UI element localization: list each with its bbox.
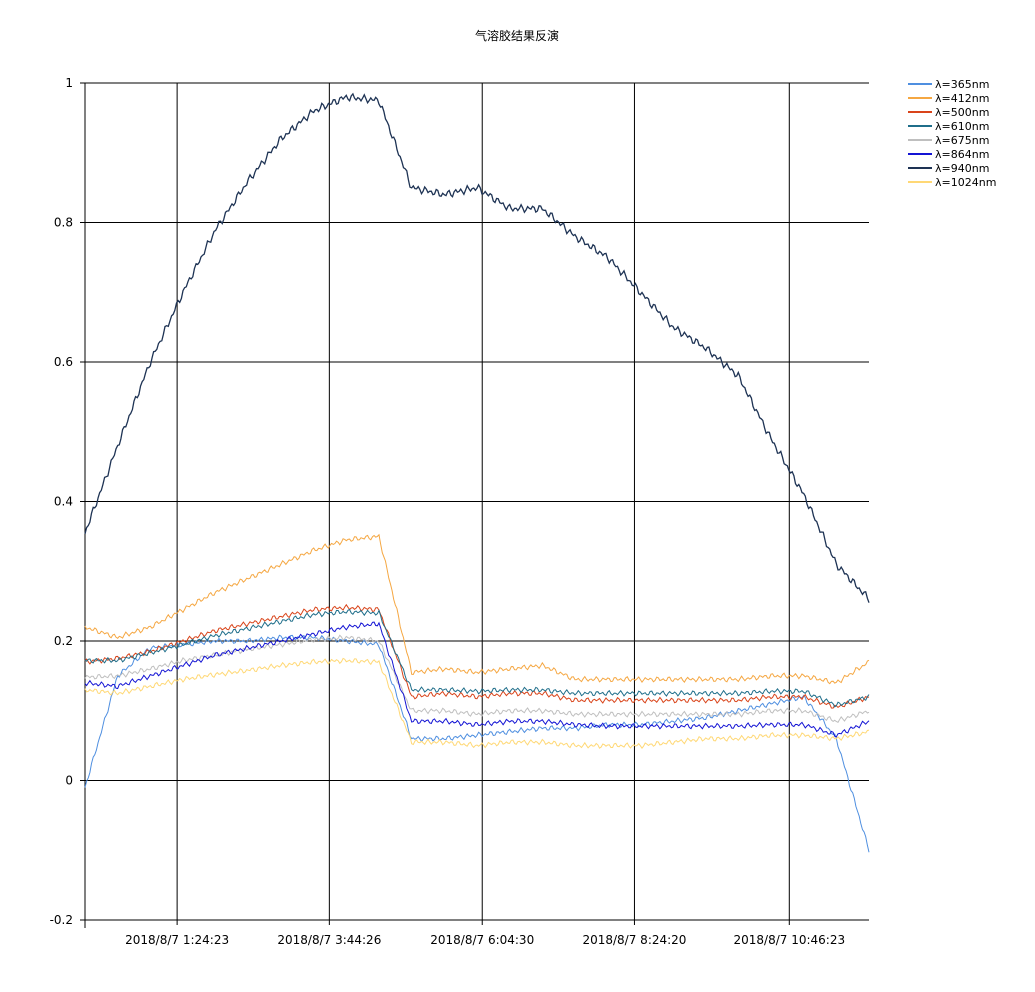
series-line xyxy=(84,92,870,603)
legend-label: λ=864nm xyxy=(935,148,989,161)
legend-label: λ=675nm xyxy=(935,134,989,147)
series-line xyxy=(84,657,870,750)
series-lines xyxy=(84,92,870,853)
grid xyxy=(80,82,869,928)
x-axis-ticks: 2018/8/7 1:24:23 2018/8/7 3:44:26 2018/8/7… xyxy=(125,933,845,947)
y-tick-label: 1 xyxy=(65,76,73,90)
legend-label: λ=940nm xyxy=(935,162,989,175)
series-line xyxy=(84,603,870,709)
legend-label: λ=610nm xyxy=(935,120,989,133)
x-tick-label: 2018/8/7 10:46:23 xyxy=(733,933,845,947)
y-tick-label: 0.4 xyxy=(54,495,73,509)
legend-label: λ=1024nm xyxy=(935,176,996,189)
y-tick-label: -0.2 xyxy=(50,913,73,927)
y-tick-label: 0.8 xyxy=(54,216,73,230)
series-line xyxy=(84,634,870,723)
legend-label: λ=365nm xyxy=(935,78,989,91)
legend: λ=365nmλ=412nmλ=500nmλ=610nmλ=675nmλ=864… xyxy=(908,78,996,189)
y-axis-ticks: -0.2 0 0.2 0.4 0.6 0.8 1 xyxy=(50,76,73,927)
series-line xyxy=(84,533,870,685)
y-tick-label: 0.6 xyxy=(54,355,73,369)
series-line xyxy=(84,621,870,738)
series-line xyxy=(84,634,870,853)
y-tick-label: 0 xyxy=(65,774,73,788)
x-tick-label: 2018/8/7 3:44:26 xyxy=(277,933,381,947)
legend-label: λ=412nm xyxy=(935,92,989,105)
legend-label: λ=500nm xyxy=(935,106,989,119)
x-tick-label: 2018/8/7 8:24:20 xyxy=(582,933,686,947)
x-tick-label: 2018/8/7 1:24:23 xyxy=(125,933,229,947)
chart-title: 气溶胶结果反演 xyxy=(475,28,559,43)
x-tick-label: 2018/8/7 6:04:30 xyxy=(430,933,534,947)
y-tick-label: 0.2 xyxy=(54,634,73,648)
series-line xyxy=(84,608,870,708)
